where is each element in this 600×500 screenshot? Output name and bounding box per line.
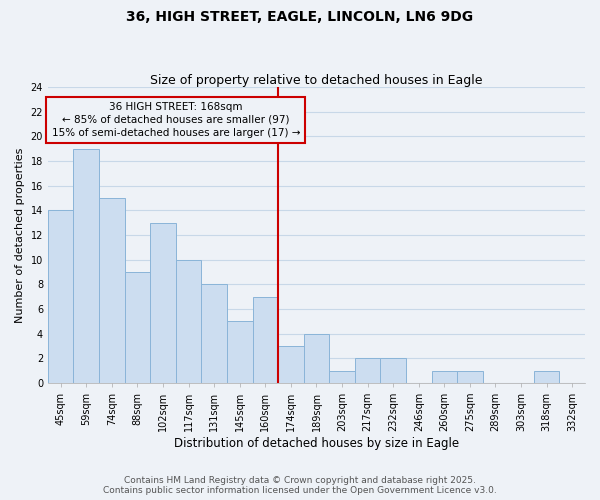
Text: 36, HIGH STREET, EAGLE, LINCOLN, LN6 9DG: 36, HIGH STREET, EAGLE, LINCOLN, LN6 9DG (127, 10, 473, 24)
Bar (253, 296, 278, 383)
Bar (329, 370, 355, 383)
Bar (227, 322, 253, 383)
X-axis label: Distribution of detached houses by size in Eagle: Distribution of detached houses by size … (174, 437, 459, 450)
Bar (278, 346, 304, 383)
Bar (380, 358, 406, 383)
Bar (534, 370, 559, 383)
Bar (355, 358, 380, 383)
Bar (431, 370, 457, 383)
Bar (176, 260, 202, 383)
Bar (48, 210, 73, 383)
Bar (304, 334, 329, 383)
Text: 36 HIGH STREET: 168sqm
← 85% of detached houses are smaller (97)
15% of semi-det: 36 HIGH STREET: 168sqm ← 85% of detached… (52, 102, 300, 138)
Bar (150, 222, 176, 383)
Text: Contains HM Land Registry data © Crown copyright and database right 2025.
Contai: Contains HM Land Registry data © Crown c… (103, 476, 497, 495)
Title: Size of property relative to detached houses in Eagle: Size of property relative to detached ho… (150, 74, 483, 87)
Bar (202, 284, 227, 383)
Bar (73, 148, 99, 383)
Bar (125, 272, 150, 383)
Bar (99, 198, 125, 383)
Y-axis label: Number of detached properties: Number of detached properties (15, 148, 25, 322)
Bar (457, 370, 482, 383)
